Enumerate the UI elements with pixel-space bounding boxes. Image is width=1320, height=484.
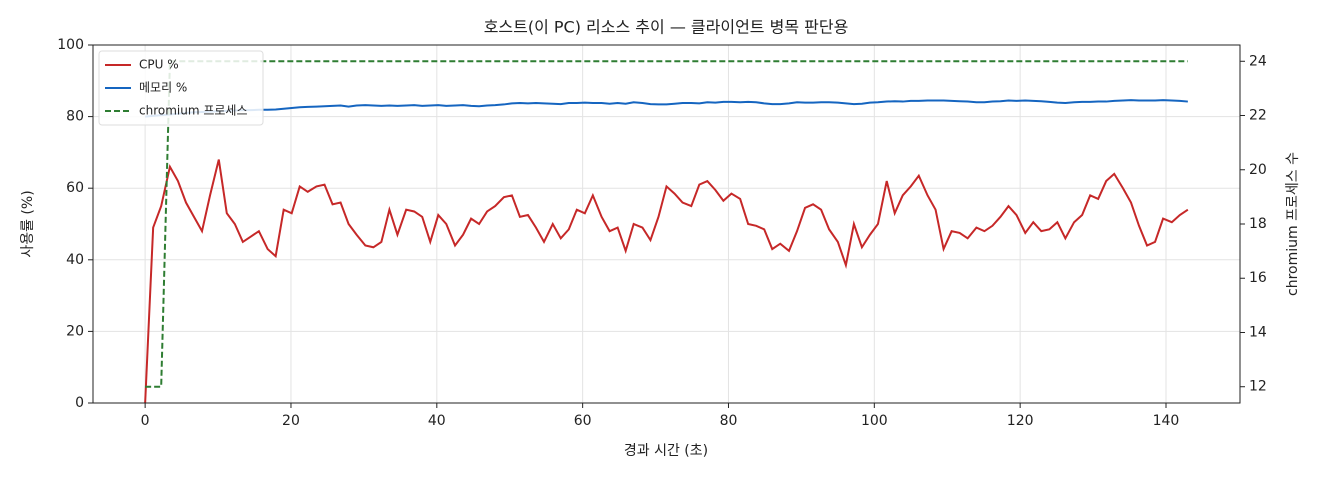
y2-tick-label: 12 [1249, 379, 1267, 395]
x-axis-label: 경과 시간 (초) [624, 443, 708, 459]
y2-tick-label: 16 [1249, 270, 1267, 286]
y2-tick-label: 24 [1249, 53, 1267, 69]
legend-label: CPU % [139, 58, 179, 72]
y-tick-label: 20 [66, 323, 84, 339]
y2-axis-label: chromium 프로세스 수 [1285, 152, 1301, 296]
y-tick-label: 100 [57, 37, 84, 53]
series-line [144, 159, 1189, 404]
y-tick-label: 40 [66, 252, 84, 268]
series-line [145, 60, 1188, 388]
y2-tick-label: 22 [1249, 108, 1267, 124]
legend-label: 메모리 % [139, 81, 187, 95]
legend-box [98, 50, 264, 126]
y2-tick-label: 20 [1249, 162, 1267, 178]
y2-tick-label: 14 [1249, 324, 1267, 340]
x-tick-label: 60 [574, 413, 592, 429]
plot-frame [92, 44, 1241, 404]
y-tick-label: 0 [75, 395, 84, 411]
x-tick-label: 100 [861, 413, 888, 429]
x-tick-label: 0 [141, 413, 150, 429]
y-axis-label: 사용률 (%) [20, 190, 36, 257]
x-tick-label: 40 [428, 413, 446, 429]
x-tick-label: 140 [1153, 413, 1180, 429]
x-tick-label: 80 [720, 413, 738, 429]
legend-label: chromium 프로세스 [139, 104, 248, 118]
chart-title: 호스트(이 PC) 리소스 추이 — 클라이언트 병목 판단용 [484, 18, 849, 37]
x-tick-label: 120 [1007, 413, 1034, 429]
series-line [145, 99, 1188, 118]
y-tick-label: 60 [66, 180, 84, 196]
y-tick-label: 80 [66, 109, 84, 125]
x-tick-label: 20 [282, 413, 300, 429]
y2-tick-label: 18 [1249, 216, 1267, 232]
